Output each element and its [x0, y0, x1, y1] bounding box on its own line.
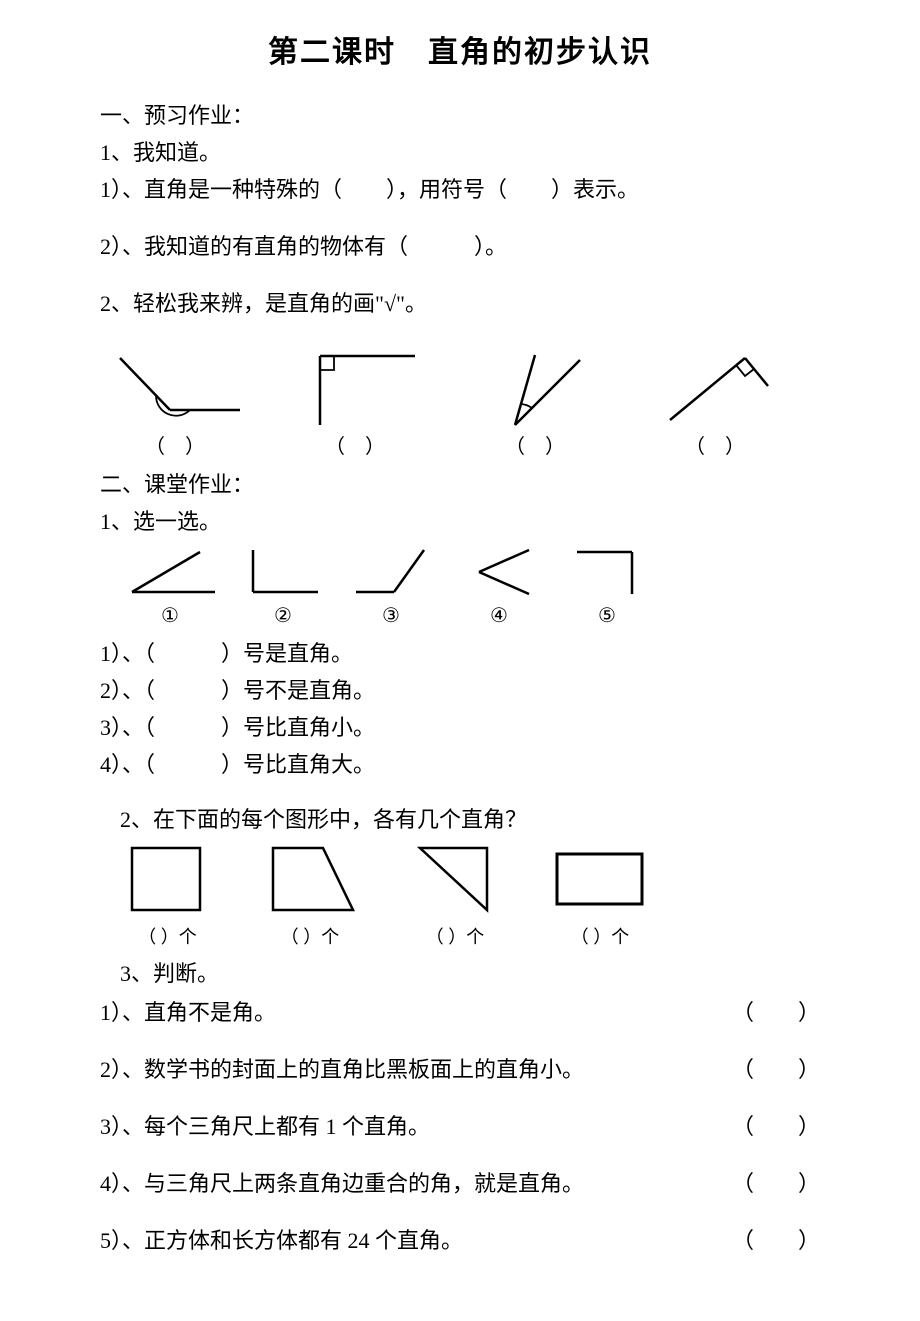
- judge-4-paren: （ ）: [732, 1167, 820, 1200]
- select-diagram-1: [120, 544, 220, 599]
- shape-2-label: （ ）个: [281, 924, 340, 951]
- s2-q1-heading: 1、选一选。: [100, 505, 820, 538]
- judge-1-text: 1）、直角不是角。: [100, 996, 276, 1029]
- judge-3-paren: （ ）: [732, 1110, 820, 1143]
- q2-heading: 2、轻松我来辨，是直角的画"√"。: [100, 287, 820, 320]
- angle-diagram-2: [280, 340, 430, 430]
- select-label-3: ③: [382, 601, 400, 631]
- judge-2-paren: （ ）: [732, 1053, 820, 1086]
- s2-q1-c: 3）、（ ）号比直角小。: [100, 711, 820, 744]
- judge-4: 4）、与三角尺上两条直角边重合的角，就是直角。 （ ）: [100, 1167, 820, 1200]
- shape-4-rectangle: [545, 840, 655, 920]
- judge-3-text: 3）、每个三角尺上都有 1 个直角。: [100, 1110, 430, 1143]
- angle-diagram-4: [640, 340, 790, 430]
- select-label-1: ①: [161, 601, 179, 631]
- angle-4-paren: （ ）: [685, 432, 745, 462]
- s2-q1-b: 2）、（ ）号不是直角。: [100, 674, 820, 707]
- shape-3-label: （ ）个: [426, 924, 485, 951]
- judge-3: 3）、每个三角尺上都有 1 个直角。 （ ）: [100, 1110, 820, 1143]
- judge-4-text: 4）、与三角尺上两条直角边重合的角，就是直角。: [100, 1167, 584, 1200]
- angles-row: （ ） （ ） （ ） （ ）: [100, 340, 820, 462]
- s2-q1-a: 1）、（ ）号是直角。: [100, 637, 820, 670]
- judge-1-paren: （ ）: [732, 996, 820, 1029]
- select-diagram-4: [454, 544, 544, 599]
- s2-q3-heading: 3、判断。: [120, 957, 820, 990]
- select-label-4: ④: [490, 601, 508, 631]
- select-diagram-3: [346, 544, 436, 599]
- section2-heading: 二、课堂作业：: [100, 468, 820, 501]
- judge-5: 5）、正方体和长方体都有 24 个直角。 （ ）: [100, 1224, 820, 1257]
- s2-q1-d: 4）、（ ）号比直角大。: [100, 748, 820, 781]
- q1-item-2: 2）、我知道的有直角的物体有（ ）。: [100, 230, 820, 263]
- angle-diagram-1: [100, 340, 250, 430]
- shape-1-label: （ ）个: [138, 924, 197, 951]
- select-row: ① ② ③ ④ ⑤: [120, 544, 820, 631]
- shape-3-triangle: [405, 840, 505, 920]
- angle-1-paren: （ ）: [145, 432, 205, 462]
- judge-5-text: 5）、正方体和长方体都有 24 个直角。: [100, 1224, 463, 1257]
- angle-diagram-3: [460, 340, 610, 430]
- angle-3-paren: （ ）: [505, 432, 565, 462]
- judge-1: 1）、直角不是角。 （ ）: [100, 996, 820, 1029]
- q1-item-1: 1）、直角是一种特殊的（ ），用符号（ ）表示。: [100, 173, 820, 206]
- shape-2-trapezoid: [255, 840, 365, 920]
- s2-q2-heading: 2、在下面的每个图形中，各有几个直角？: [120, 803, 820, 836]
- judge-2-text: 2）、数学书的封面上的直角比黑板面上的直角小。: [100, 1053, 584, 1086]
- select-diagram-5: [562, 544, 652, 599]
- shape-4-label: （ ）个: [571, 924, 630, 951]
- page-title: 第二课时 直角的初步认识: [100, 30, 820, 75]
- angle-2-paren: （ ）: [325, 432, 385, 462]
- select-diagram-2: [238, 544, 328, 599]
- shapes-row: （ ）个 （ ）个 （ ）个 （ ）个: [120, 840, 820, 951]
- select-label-2: ②: [274, 601, 292, 631]
- judge-5-paren: （ ）: [732, 1224, 820, 1257]
- select-label-5: ⑤: [598, 601, 616, 631]
- judge-2: 2）、数学书的封面上的直角比黑板面上的直角小。 （ ）: [100, 1053, 820, 1086]
- section1-heading: 一、预习作业：: [100, 99, 820, 132]
- q1-heading: 1、我知道。: [100, 136, 820, 169]
- shape-1-square: [120, 840, 215, 920]
